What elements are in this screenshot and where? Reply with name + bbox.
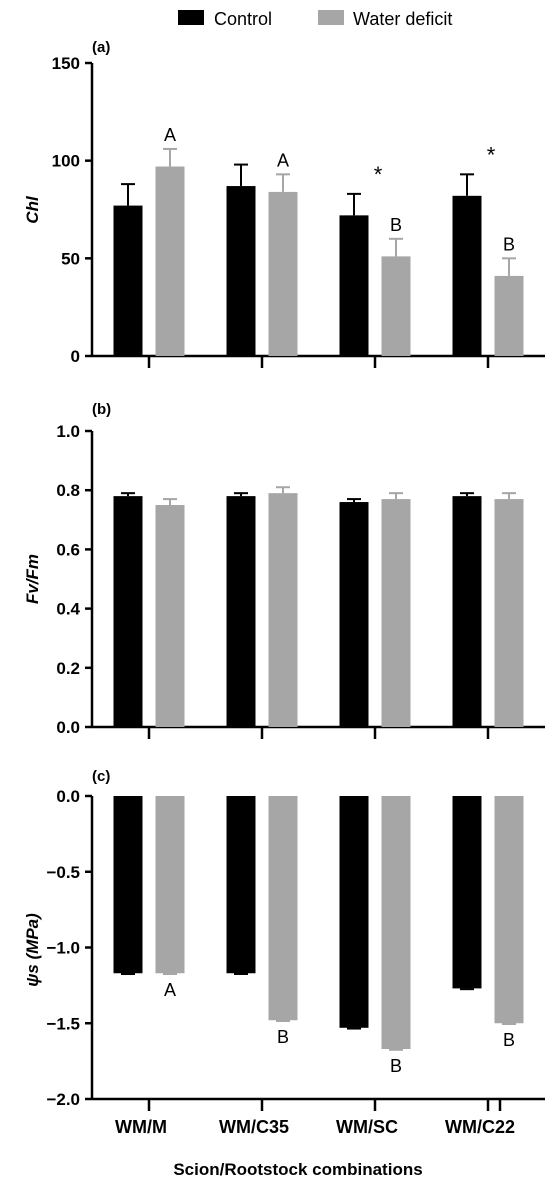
significance-letter-2-1: B [277, 1027, 289, 1047]
y-tick-label-0-0: 0 [71, 347, 80, 366]
y-tick-label-1-3: 0.6 [56, 540, 80, 559]
legend-swatch-0 [178, 10, 204, 25]
bar-0-s0-c0 [113, 205, 143, 356]
y-axis-label-1: Fv/Fm [23, 554, 42, 604]
y-tick-label-0-3: 150 [52, 54, 80, 73]
significance-letter-2-2: B [390, 1056, 402, 1076]
bar-2-s1-c1 [268, 796, 298, 1021]
panel-1: (b) 0.0 0.2 0.4 0.6 0.8 1.0 Fv/Fm [23, 401, 545, 739]
bar-1-s0-c1 [226, 496, 256, 727]
panel-label-2: (c) [92, 768, 110, 785]
bar-2-s0-c1 [226, 796, 256, 974]
bar-2-s0-c0 [113, 796, 143, 974]
significance-star-0-3: * [487, 142, 496, 167]
y-tick-label-1-5: 1.0 [56, 422, 80, 441]
bar-0-s1-c2 [381, 256, 411, 356]
bar-1-s0-c0 [113, 496, 143, 727]
y-tick-label-2-3: −0.5 [46, 863, 80, 882]
x-category-label-0: WM/M [115, 1117, 167, 1137]
panel-0: (a) 0 50 100 150 Chl A A B B * * [23, 39, 545, 368]
bar-1-s1-c1 [268, 493, 298, 727]
y-tick-label-1-1: 0.2 [56, 659, 80, 678]
x-category-label-3: WM/C22 [445, 1117, 515, 1137]
x-category-label-1: WM/C35 [219, 1117, 289, 1137]
bar-2-s0-c2 [339, 796, 369, 1028]
legend-label-0: Control [214, 9, 272, 29]
y-axis-label-2: ψs (MPa) [23, 913, 42, 987]
legend: Control Water deficit [178, 9, 452, 29]
bar-2-s1-c0 [155, 796, 185, 974]
bar-0-s0-c3 [452, 195, 482, 356]
y-tick-label-1-0: 0.0 [56, 718, 80, 737]
bar-0-s1-c1 [268, 191, 298, 356]
y-tick-label-1-2: 0.4 [56, 600, 80, 619]
x-category-label-2: WM/SC [336, 1117, 398, 1137]
panel-label-0: (a) [92, 39, 110, 56]
y-axis-label-0: Chl [23, 195, 42, 224]
significance-letter-0-1: A [277, 150, 289, 170]
x-axis-title: Scion/Rootstock combinations [173, 1160, 422, 1179]
legend-label-1: Water deficit [353, 9, 452, 29]
y-tick-label-1-4: 0.8 [56, 481, 80, 500]
bar-2-s1-c3 [494, 796, 524, 1024]
panel-label-1: (b) [92, 401, 111, 418]
legend-swatch-1 [318, 10, 344, 25]
panel-2: (c) −2.0 −1.5 −1.0 −0.5 0.0 ψs (MPa) A B B B [23, 768, 545, 1111]
significance-letter-0-0: A [164, 125, 176, 145]
y-tick-label-2-0: −2.0 [46, 1090, 80, 1109]
significance-letter-0-3: B [503, 234, 515, 254]
bar-1-s0-c2 [339, 502, 369, 727]
y-tick-label-0-1: 50 [61, 249, 80, 268]
bar-0-s0-c2 [339, 215, 369, 356]
bar-1-s0-c3 [452, 496, 482, 727]
y-tick-label-2-2: −1.0 [46, 939, 80, 958]
significance-letter-2-3: B [503, 1030, 515, 1050]
bar-2-s0-c3 [452, 796, 482, 989]
bar-0-s1-c3 [494, 275, 524, 356]
y-tick-label-0-2: 100 [52, 152, 80, 171]
bar-1-s1-c2 [381, 499, 411, 727]
significance-letter-0-2: B [390, 215, 402, 235]
significance-star-0-2: * [374, 162, 383, 187]
significance-letter-2-0: A [164, 980, 176, 1000]
bar-1-s1-c3 [494, 499, 524, 727]
bar-0-s1-c0 [155, 166, 185, 356]
bar-0-s0-c1 [226, 186, 256, 356]
y-tick-label-2-4: 0.0 [56, 787, 80, 806]
y-tick-label-2-1: −1.5 [46, 1014, 80, 1033]
bar-1-s1-c0 [155, 505, 185, 727]
bar-2-s1-c2 [381, 796, 411, 1050]
